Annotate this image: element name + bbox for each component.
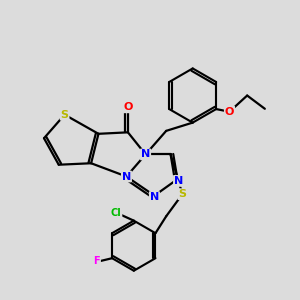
Text: S: S xyxy=(178,189,186,199)
Text: O: O xyxy=(123,102,133,112)
Text: F: F xyxy=(94,256,100,266)
Text: N: N xyxy=(141,149,150,159)
Text: N: N xyxy=(122,172,131,182)
Text: Cl: Cl xyxy=(111,208,122,218)
Text: O: O xyxy=(225,107,234,117)
Text: N: N xyxy=(174,176,183,186)
Text: N: N xyxy=(150,192,159,202)
Text: S: S xyxy=(61,110,69,120)
